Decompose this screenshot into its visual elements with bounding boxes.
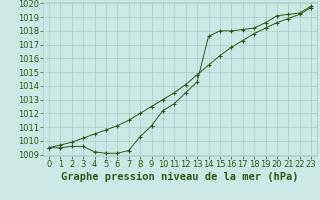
- X-axis label: Graphe pression niveau de la mer (hPa): Graphe pression niveau de la mer (hPa): [61, 172, 299, 182]
